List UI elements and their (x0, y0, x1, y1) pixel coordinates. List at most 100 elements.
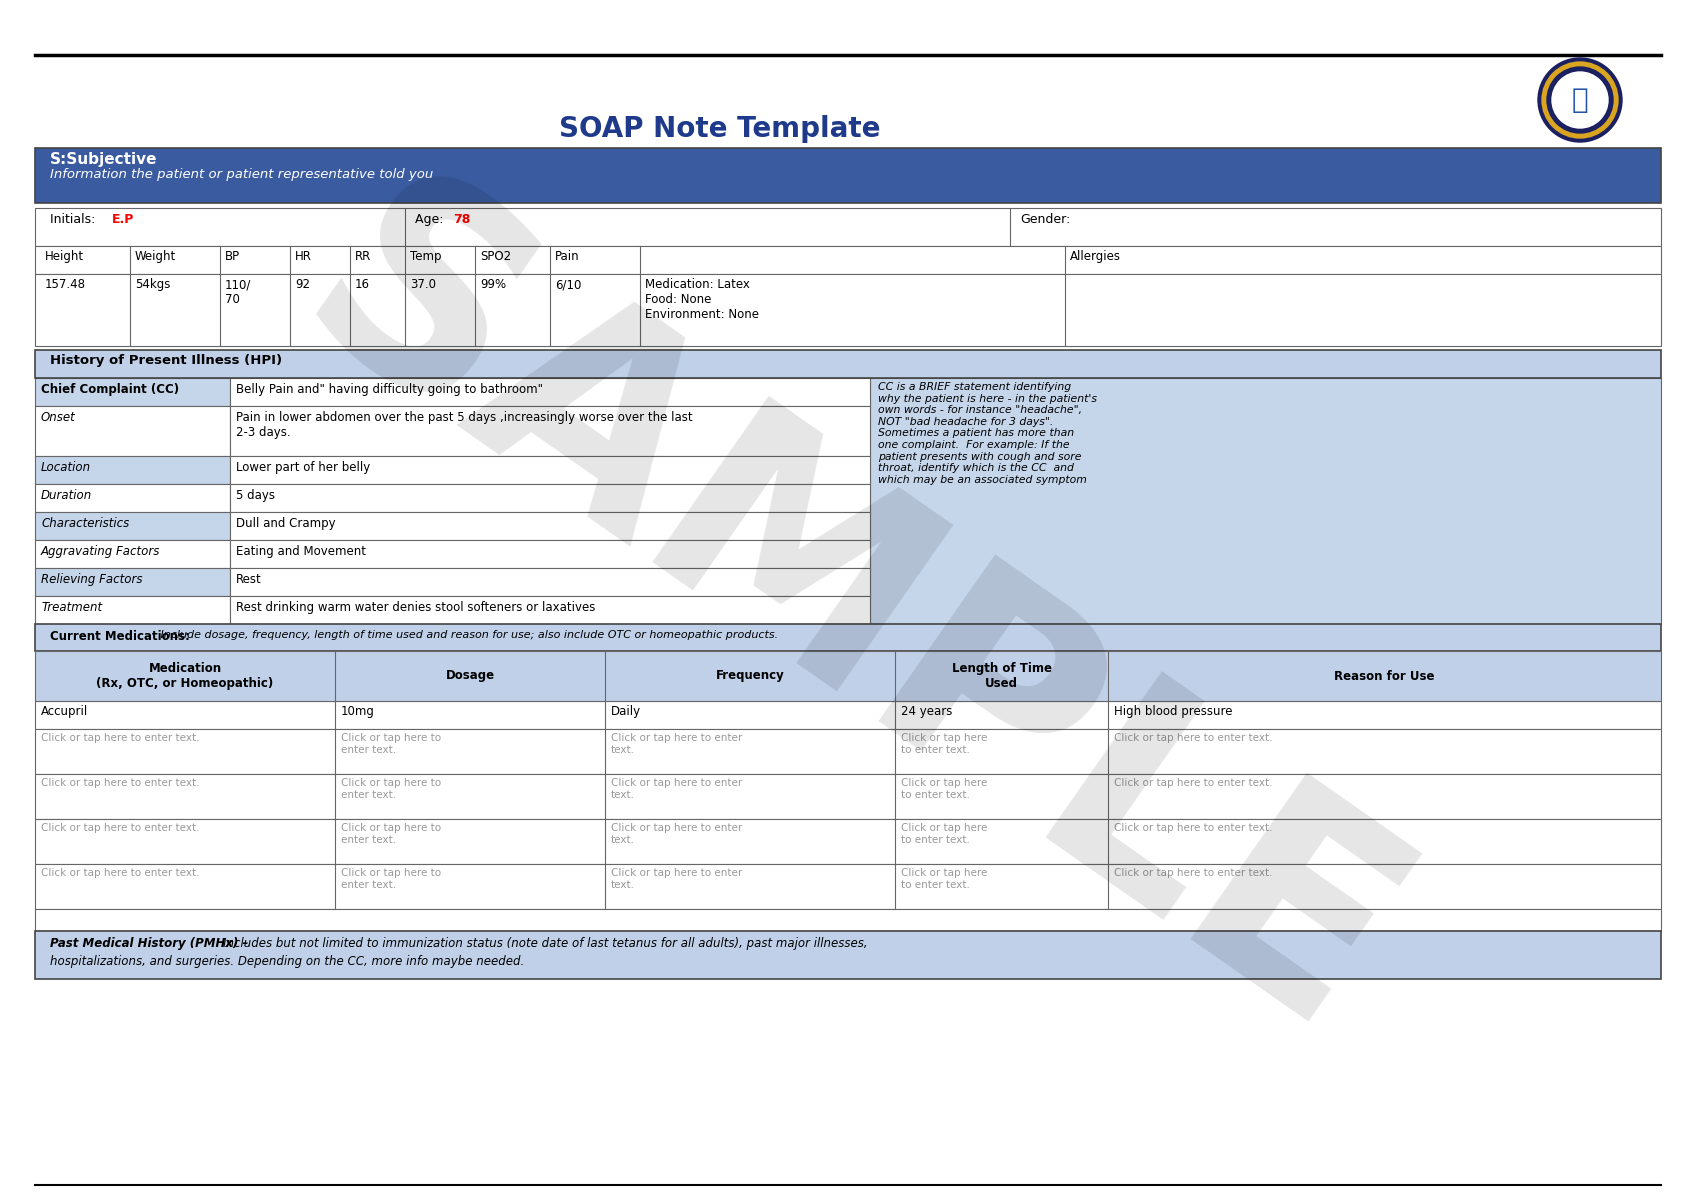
Text: Medication: Latex
Food: None
Environment: None: Medication: Latex Food: None Environment… (644, 278, 760, 321)
Bar (36, 932, 1660, 978)
Text: SOAP Note Template: SOAP Note Template (560, 115, 880, 143)
Text: Dull and Crampy: Dull and Crampy (236, 517, 336, 530)
Text: Include dosage, frequency, length of time used and reason for use; also include : Include dosage, frequency, length of tim… (158, 630, 778, 639)
Text: Click or tap here to enter text.: Click or tap here to enter text. (1114, 778, 1272, 789)
Text: Belly Pain and" having difficulty going to bathroom": Belly Pain and" having difficulty going … (236, 383, 543, 395)
Bar (36, 350, 1660, 377)
Text: Treatment: Treatment (41, 601, 102, 614)
Text: Click or tap here
to enter text.: Click or tap here to enter text. (901, 778, 987, 799)
Text: 78: 78 (453, 213, 470, 226)
Text: Click or tap here to
enter text.: Click or tap here to enter text. (341, 733, 441, 755)
Bar (231, 569, 870, 596)
Text: Click or tap here to enter
text.: Click or tap here to enter text. (611, 778, 743, 799)
Text: Rest: Rest (236, 573, 261, 587)
Bar (36, 406, 231, 456)
Text: Pain: Pain (555, 250, 580, 263)
Bar (36, 377, 231, 406)
Circle shape (1552, 72, 1608, 127)
Text: Click or tap here to enter text.: Click or tap here to enter text. (41, 778, 200, 789)
Bar (36, 651, 1660, 701)
Bar (231, 512, 870, 540)
Text: 10mg: 10mg (341, 706, 375, 718)
Text: Chief Complaint (CC): Chief Complaint (CC) (41, 383, 180, 395)
Bar (231, 406, 870, 456)
Text: 157.48: 157.48 (46, 278, 86, 291)
Text: CC is a BRIEF statement identifying
why the patient is here - in the patient's
o: CC is a BRIEF statement identifying why … (879, 382, 1097, 484)
Bar (36, 596, 231, 624)
Text: Click or tap here to
enter text.: Click or tap here to enter text. (341, 823, 441, 845)
Text: Past Medical History (PMHx) –: Past Medical History (PMHx) – (49, 938, 253, 950)
Text: Daily: Daily (611, 706, 641, 718)
Bar (36, 819, 1660, 864)
Text: Includes but not limited to immunization status (note date of last tetanus for a: Includes but not limited to immunization… (222, 938, 868, 950)
Bar (36, 624, 1660, 651)
Bar (36, 456, 231, 484)
Text: Click or tap here to enter text.: Click or tap here to enter text. (1114, 733, 1272, 743)
Text: Medication
(Rx, OTC, or Homeopathic): Medication (Rx, OTC, or Homeopathic) (97, 662, 273, 690)
Circle shape (1542, 63, 1618, 138)
Text: BP: BP (226, 250, 241, 263)
Text: Click or tap here to enter text.: Click or tap here to enter text. (1114, 823, 1272, 833)
Text: Click or tap here to enter text.: Click or tap here to enter text. (41, 733, 200, 743)
Bar (231, 456, 870, 484)
Text: Pain in lower abdomen over the past 5 days ,increasingly worse over the last
2-3: Pain in lower abdomen over the past 5 da… (236, 411, 692, 439)
Bar (36, 484, 231, 512)
Text: Height: Height (46, 250, 85, 263)
Bar (36, 728, 1660, 774)
Text: Allergies: Allergies (1070, 250, 1121, 263)
Bar (36, 701, 1660, 728)
Circle shape (1538, 58, 1621, 142)
Bar (870, 377, 1660, 624)
Bar (36, 540, 231, 569)
Text: 99%: 99% (480, 278, 505, 291)
Text: S:Subjective: S:Subjective (49, 151, 158, 167)
Bar (36, 274, 1660, 346)
Text: 54kgs: 54kgs (136, 278, 170, 291)
Text: History of Present Illness (HPI): History of Present Illness (HPI) (49, 355, 282, 367)
Text: Click or tap here
to enter text.: Click or tap here to enter text. (901, 868, 987, 889)
Text: Click or tap here
to enter text.: Click or tap here to enter text. (901, 733, 987, 755)
Text: Click or tap here
to enter text.: Click or tap here to enter text. (901, 823, 987, 845)
Text: 37.0: 37.0 (410, 278, 436, 291)
Text: Current Medications:: Current Medications: (49, 630, 190, 643)
Text: hospitalizations, and surgeries. Depending on the CC, more info maybe needed.: hospitalizations, and surgeries. Dependi… (49, 956, 524, 968)
Bar (36, 569, 231, 596)
Text: Click or tap here to enter text.: Click or tap here to enter text. (41, 868, 200, 877)
Text: 110/
70: 110/ 70 (226, 278, 251, 307)
Bar (36, 774, 1660, 819)
Circle shape (1547, 67, 1613, 133)
Text: SAMPLE: SAMPLE (254, 148, 1442, 1093)
Text: Dosage: Dosage (446, 670, 495, 683)
Text: Onset: Onset (41, 411, 76, 424)
Text: SPO2: SPO2 (480, 250, 510, 263)
Text: Relieving Factors: Relieving Factors (41, 573, 142, 587)
Bar (36, 208, 1660, 246)
Text: Lower part of her belly: Lower part of her belly (236, 462, 370, 474)
Text: Click or tap here to enter
text.: Click or tap here to enter text. (611, 868, 743, 889)
Text: RR: RR (354, 250, 371, 263)
Bar (36, 864, 1660, 909)
Text: Length of Time
Used: Length of Time Used (951, 662, 1052, 690)
Text: HR: HR (295, 250, 312, 263)
Bar (36, 909, 1660, 932)
Text: 24 years: 24 years (901, 706, 953, 718)
Bar (231, 484, 870, 512)
Text: 5 days: 5 days (236, 489, 275, 502)
Bar (36, 246, 1660, 274)
Text: Rest drinking warm water denies stool softeners or laxatives: Rest drinking warm water denies stool so… (236, 601, 595, 614)
Bar (231, 596, 870, 624)
Text: Duration: Duration (41, 489, 92, 502)
Text: Location: Location (41, 462, 92, 474)
Text: Information the patient or patient representative told you: Information the patient or patient repre… (49, 168, 432, 182)
Text: Click or tap here to enter text.: Click or tap here to enter text. (1114, 868, 1272, 877)
Text: 6/10: 6/10 (555, 278, 582, 291)
Text: Aggravating Factors: Aggravating Factors (41, 545, 161, 558)
Text: E.P: E.P (112, 213, 134, 226)
Text: Temp: Temp (410, 250, 441, 263)
Text: Gender:: Gender: (1019, 213, 1070, 226)
Text: Weight: Weight (136, 250, 176, 263)
Text: Click or tap here to enter
text.: Click or tap here to enter text. (611, 733, 743, 755)
Text: 16: 16 (354, 278, 370, 291)
Text: Accupril: Accupril (41, 706, 88, 718)
Text: Initials:: Initials: (49, 213, 100, 226)
